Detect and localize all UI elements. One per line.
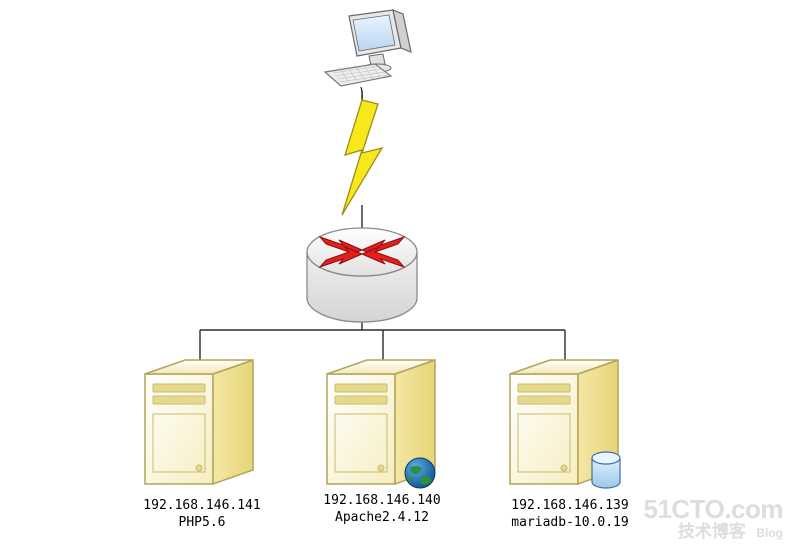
ip-php: 192.168.146.141 (143, 498, 260, 513)
watermark-tag: Blog (756, 526, 783, 540)
router-icon (307, 228, 417, 322)
diagram-canvas: 192.168.146.141 PHP5.6 192.168.146.140 A… (0, 0, 789, 548)
watermark-line1: 51CTO.com (643, 496, 783, 523)
server-apache-icon (327, 360, 435, 488)
label-server-php: 192.168.146.141 PHP5.6 (142, 498, 262, 532)
sw-php: PHP5.6 (179, 515, 226, 530)
sw-mariadb: mariadb-10.0.19 (511, 515, 628, 530)
sw-apache: Apache2.4.12 (335, 510, 429, 525)
lightning-icon (342, 100, 382, 215)
server-php-icon (145, 360, 253, 484)
label-server-mariadb: 192.168.146.139 mariadb-10.0.19 (505, 498, 635, 532)
ip-mariadb: 192.168.146.139 (511, 498, 628, 513)
globe-icon (405, 458, 435, 488)
server-mariadb-icon (510, 360, 620, 488)
topology-svg (0, 0, 789, 548)
label-server-apache: 192.168.146.140 Apache2.4.12 (322, 493, 442, 527)
ip-apache: 192.168.146.140 (323, 493, 440, 508)
watermark-line2: 技术博客 (678, 522, 746, 541)
watermark: 51CTO.com 技术博客 Blog (643, 496, 783, 542)
database-icon (592, 452, 620, 488)
client-computer-icon (325, 10, 411, 99)
